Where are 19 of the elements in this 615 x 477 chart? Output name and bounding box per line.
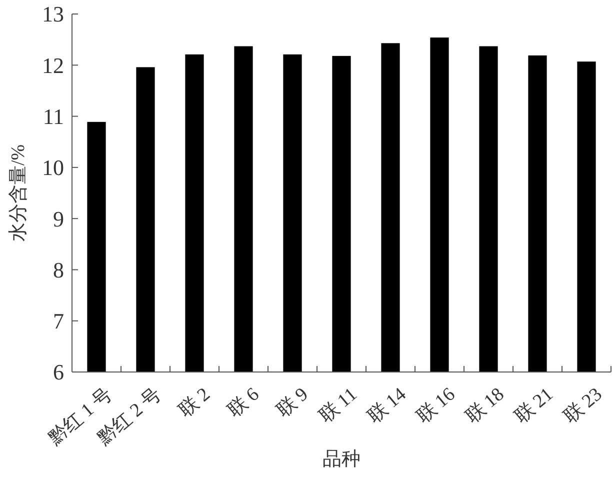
- y-tick-label: 7: [53, 308, 64, 334]
- x-tick-label: 联 11: [316, 384, 362, 428]
- x-tick-label: 联 23: [560, 384, 606, 428]
- y-tick-label: 8: [53, 257, 64, 282]
- x-tick-label: 联 14: [364, 384, 411, 428]
- x-tick-label: 联 16: [413, 384, 460, 428]
- x-tick-label: 联 6: [224, 384, 264, 422]
- x-tick-label: 联 9: [273, 384, 312, 422]
- x-tick-label: 联 18: [462, 384, 508, 428]
- y-tick-label: 10: [42, 155, 64, 180]
- y-tick-label: 9: [53, 206, 64, 232]
- y-tick-label: 11: [42, 104, 64, 129]
- y-tick-label: 12: [42, 52, 64, 78]
- x-axis-title: 品种: [322, 449, 360, 470]
- y-tick-label: 6: [53, 360, 64, 385]
- x-tick-label: 联 21: [511, 384, 558, 428]
- x-tick-label: 联 2: [175, 384, 214, 422]
- y-axis-title: 水分含量/%: [8, 144, 29, 242]
- y-tick-label: 13: [42, 2, 64, 27]
